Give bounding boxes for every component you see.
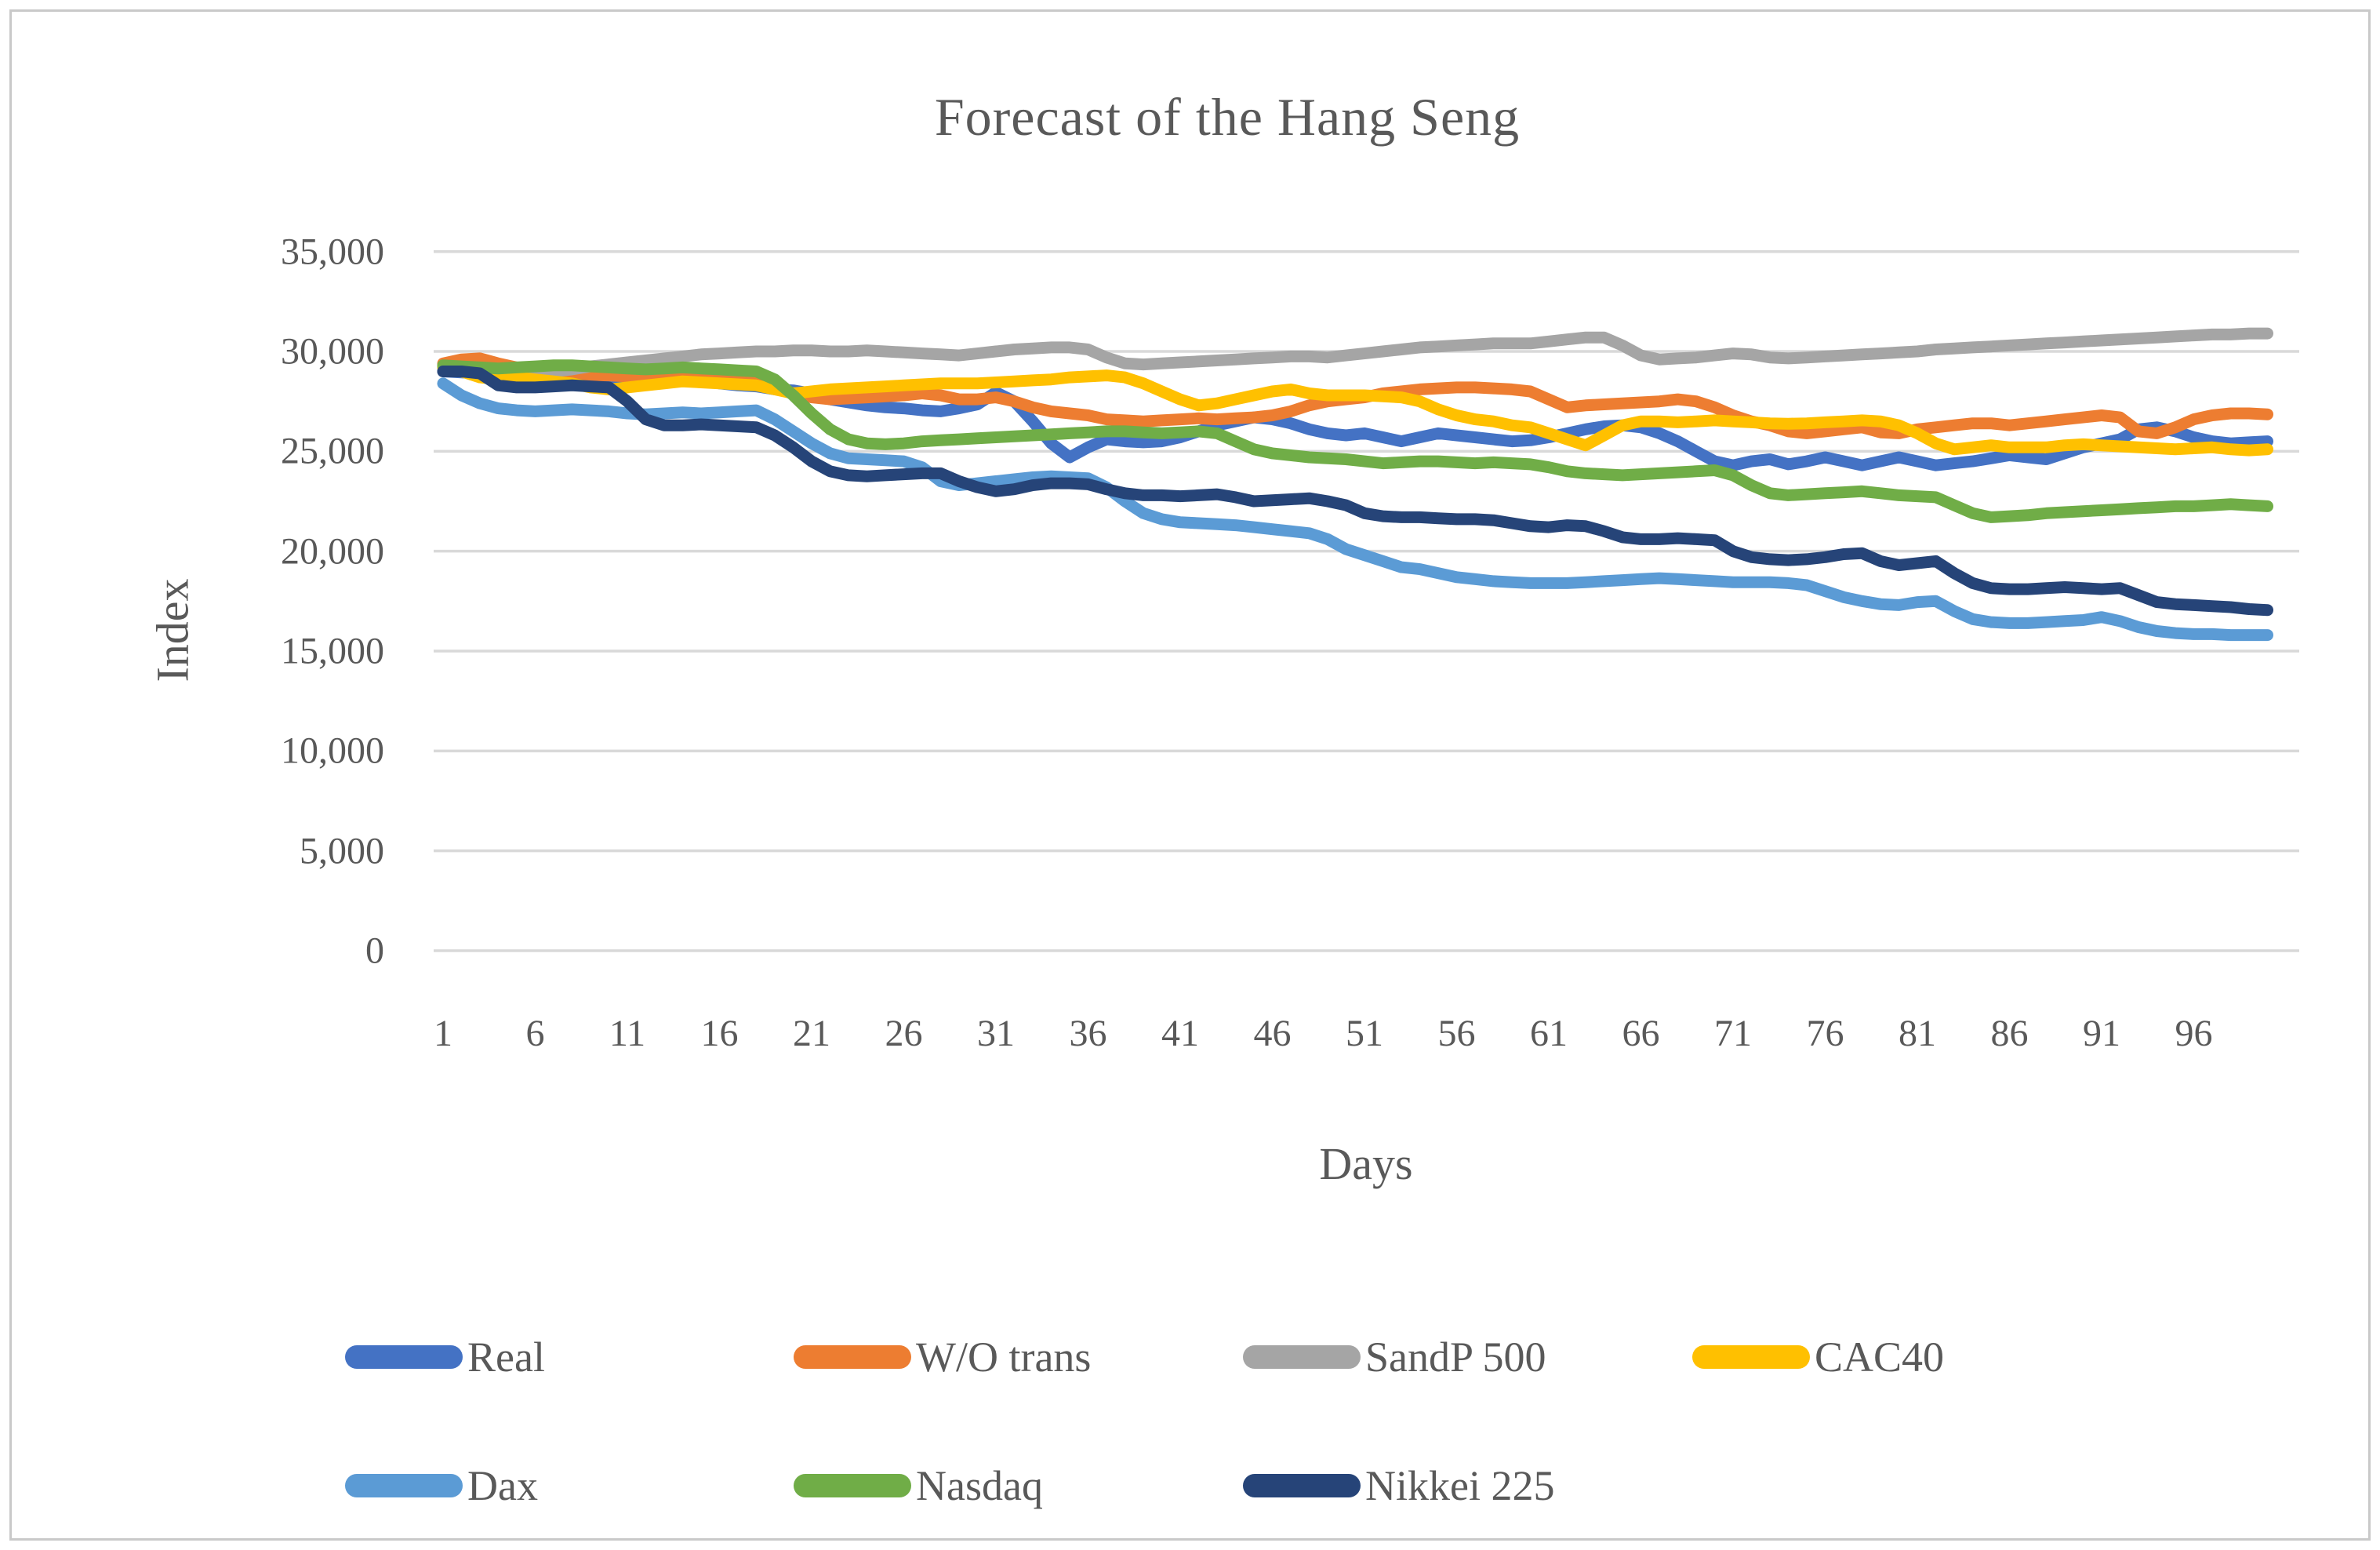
x-tick-label: 1 [434,1013,452,1054]
x-tick-label: 36 [1069,1013,1107,1054]
legend-label: Dax [467,1462,538,1509]
x-tick-label: 31 [977,1013,1015,1054]
legend-swatch [345,1345,463,1369]
y-tick-label: 35,000 [281,231,384,273]
series-line-nasdaq [437,359,2273,523]
legend-swatch [345,1474,463,1497]
chart-title: Forecast of the Hang Seng [934,87,1521,147]
x-tick-label: 86 [1990,1013,2029,1054]
x-tick-label: 96 [2175,1013,2213,1054]
x-tick-label: 21 [793,1013,830,1054]
legend-swatch [794,1474,911,1497]
x-tick-label: 66 [1622,1013,1660,1054]
x-tick-label: 46 [1253,1013,1292,1054]
x-tick-label: 16 [700,1013,739,1054]
y-tick-label: 10,000 [281,730,384,772]
legend-label: W/O trans [916,1334,1092,1381]
series-line-sandp-500 [437,327,2273,384]
legend-item-nikkei-225: Nikkei 225 [1243,1461,1554,1511]
x-axis-title: Days [1319,1138,1413,1189]
legend-label: Real [467,1334,545,1381]
x-tick-label: 41 [1161,1013,1199,1054]
x-tick-label: 6 [525,1013,545,1054]
x-tick-label: 71 [1714,1013,1752,1054]
legend-swatch [1692,1345,1810,1369]
series-line-nikkei-225 [437,366,2273,617]
x-tick-label: 61 [1530,1013,1568,1054]
x-tick-label: 51 [1346,1013,1383,1054]
y-tick-label: 15,000 [281,630,384,672]
x-tick-label: 11 [609,1013,646,1054]
legend-swatch [794,1345,911,1369]
y-tick-label: 20,000 [281,530,384,573]
x-tick-label: 76 [1806,1013,1844,1054]
y-tick-label: 30,000 [281,330,384,373]
legend-item-nasdaq: Nasdaq [794,1461,1043,1511]
x-tick-label: 81 [1899,1013,1936,1054]
chart-outer-border [9,9,2371,1541]
legend-swatch [1243,1474,1361,1497]
legend-item-w-o-trans: W/O trans [794,1332,1091,1382]
legend-label: Nasdaq [916,1462,1043,1509]
series-line-dax [437,377,2273,642]
legend-item-dax: Dax [345,1461,538,1511]
x-tick-label: 56 [1437,1013,1476,1054]
series-line-cac40 [437,361,2273,457]
legend-label: SandP 500 [1365,1334,1546,1381]
y-tick-label: 0 [365,930,384,972]
legend-item-cac40: CAC40 [1692,1332,1944,1382]
legend-item-sandp-500: SandP 500 [1243,1332,1546,1382]
legend-label: CAC40 [1815,1334,1945,1381]
y-tick-label: 25,000 [281,430,384,472]
legend-label: Nikkei 225 [1365,1462,1555,1509]
legend-item-real: Real [345,1332,545,1382]
y-tick-label: 5,000 [300,830,384,872]
legend-swatch [1243,1345,1361,1369]
x-tick-label: 91 [2083,1013,2120,1054]
x-tick-label: 26 [885,1013,923,1054]
